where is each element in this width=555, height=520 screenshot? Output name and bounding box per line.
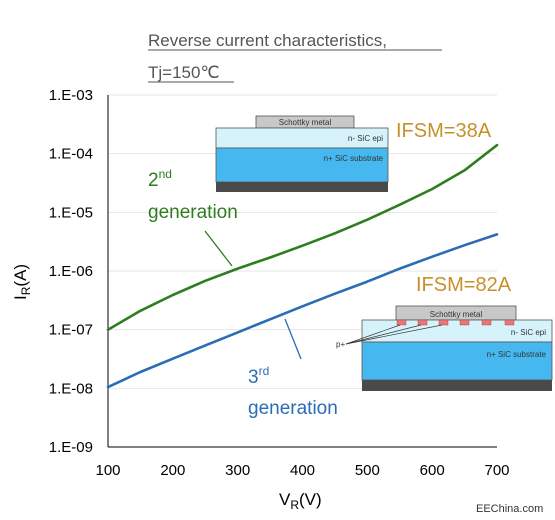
diagram-gen2-epi-label: n- SiC epi [348,134,383,143]
diagram-gen3-p-region-3 [438,319,449,326]
chart-title-line2: Tj=150℃ [148,63,220,82]
diagram-gen2-metal-label: Schottky metal [279,118,332,127]
implant-pointer-1 [345,324,401,345]
diagram-gen3-substrate-label: n+ SiC substrate [487,350,547,359]
gen2-sup: nd [159,167,172,181]
y-axis-label-main: I [11,295,30,300]
y-tick-label: 1.E-04 [49,146,93,163]
diagram-gen2-substrate-label: n+ SiC substrate [324,154,384,163]
watermark: EEChina.com [476,503,543,515]
diagram-gen3-backmetal [362,380,552,391]
x-tick-label: 400 [290,462,315,479]
ifsm-gen2-label: IFSM=38A [396,120,492,142]
ifsm-gen3-label: IFSM=82A [416,274,512,296]
y-tick-label: 1.E-06 [49,263,93,280]
x-tick-label: 300 [225,462,250,479]
diagram-gen3-p-region-1 [396,319,407,326]
gen3-annotation-word: generation [248,398,338,419]
diagram-gen2-substrate [215,147,389,183]
series-gen3-line [106,233,499,389]
chart-title-line1: Reverse current characteristics, [148,31,387,50]
y-axis-label-unit: (A) [11,264,30,287]
diagram-gen3-p-region-2 [417,319,428,326]
gen2-annotation-number: 2nd [148,167,172,191]
diagram-gen3-metal-label: Schottky metal [430,310,483,319]
series-gen2-line [106,143,499,331]
series-group [106,143,499,389]
x-axis-label: VR(V) [279,490,322,512]
diagram-gen3-p-region-4 [459,319,470,326]
y-axis-label-sub: R [19,286,33,295]
diagram-gen3-p-region-5 [481,319,492,326]
gen2-annotation-word: generation [148,202,238,223]
x-axis-label-sub: R [290,498,299,512]
x-tick-label: 100 [95,462,120,479]
implant-pointer-3 [345,324,443,345]
diagram-gen3-epi-label: n- SiC epi [511,328,546,337]
x-axis-label-main: V [279,490,291,509]
x-tick-label: 700 [484,462,509,479]
y-tick-label: 1.E-09 [49,439,93,456]
y-tick-label: 1.E-05 [49,204,93,221]
gen3-sup: rd [259,364,270,378]
x-axis-label-unit: (V) [299,490,322,509]
gen3-pointer [284,318,302,360]
diagram-gen2-backmetal [216,182,388,192]
y-tick-label: 1.E-08 [49,380,93,397]
gen2-pointer [204,230,233,267]
diagram-gen3: Schottky metal n- SiC epi n+ SiC substra… [336,305,553,391]
diagram-gen3-p-region-6 [504,319,515,326]
gen3-num: 3 [248,367,259,388]
implant-pointer-2 [345,324,422,345]
y-tick-label: 1.E-03 [49,87,93,104]
x-tick-label: 600 [420,462,445,479]
y-tick-label: 1.E-07 [49,322,93,339]
x-tick-label: 200 [160,462,185,479]
gen2-num: 2 [148,170,159,191]
x-tick-label: 500 [355,462,380,479]
diagram-gen3-implant-label: p+ [336,340,345,349]
y-tick-labels: 1.E-03 1.E-04 1.E-05 1.E-06 1.E-07 1.E-08 1.E-… [49,87,93,456]
gen3-annotation-number: 3rd [248,364,269,388]
x-tick-labels: 100 200 300 400 500 600 700 [95,462,509,479]
diagram-gen2: Schottky metal n- SiC epi n+ SiC substra… [215,115,389,192]
y-gridlines [108,94,497,389]
diagram-gen3-substrate [361,341,553,381]
y-axis-label: IR(A) [11,264,33,300]
